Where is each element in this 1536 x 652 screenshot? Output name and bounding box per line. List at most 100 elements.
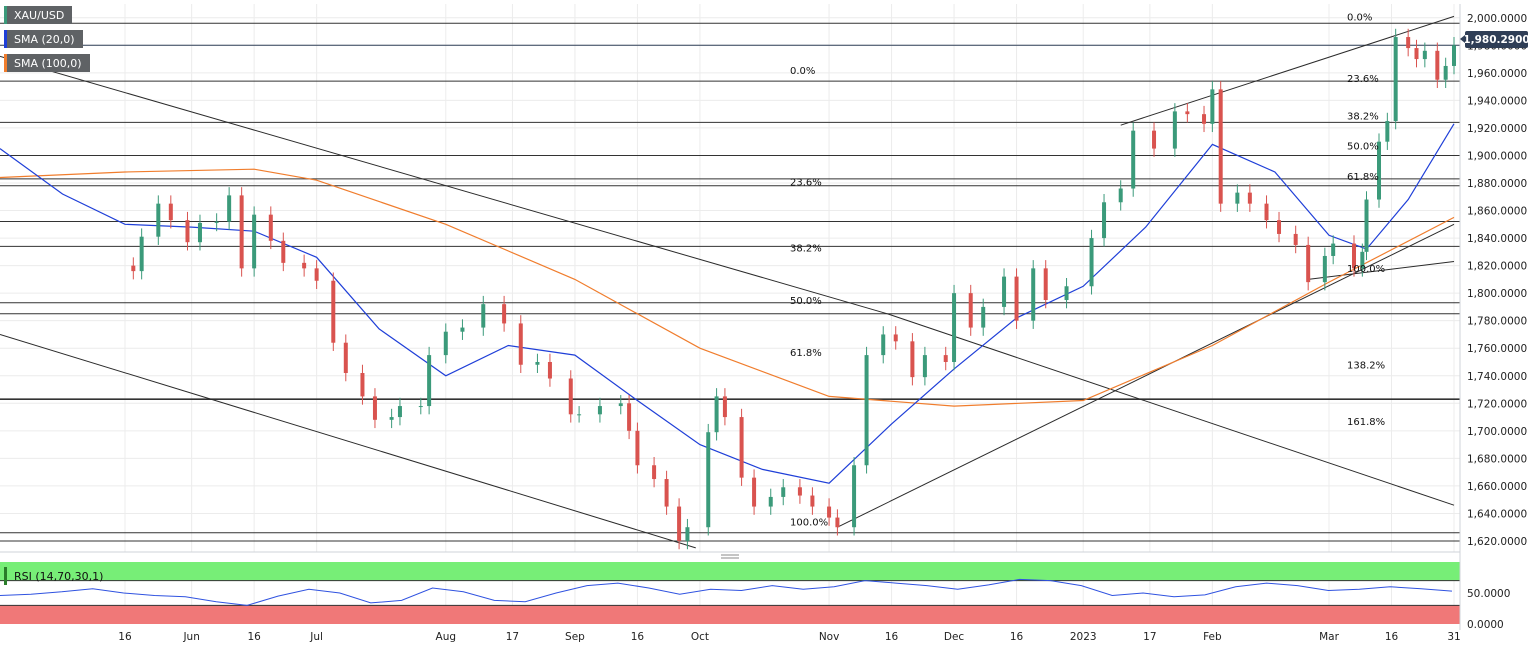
- x-tick-label: Aug: [436, 631, 457, 643]
- fibonacci-labels: 0.0% 23.6% 38.2% 50.0% 61.8% 100.0% 0.0% 23.6% 3…: [790, 12, 1385, 528]
- x-tick-label: Feb: [1203, 631, 1222, 643]
- sma100-line: [0, 168, 1455, 407]
- x-tick-label: 31: [1447, 631, 1460, 643]
- candle-body: [664, 479, 669, 507]
- candle-body: [752, 477, 757, 507]
- x-tick-label: Oct: [691, 631, 709, 643]
- candle-body: [443, 331, 448, 356]
- y-tick-label: 1,960.0000: [1467, 68, 1527, 80]
- candle-body: [768, 496, 773, 507]
- candle-body: [1002, 276, 1007, 307]
- candle-body: [547, 361, 552, 379]
- candle-body: [1152, 130, 1157, 149]
- fib-label: 23.6%: [790, 178, 822, 189]
- fib-label: 0.0%: [790, 66, 815, 77]
- candle-body: [1210, 89, 1215, 124]
- candle-body: [618, 403, 623, 407]
- x-tick-label: 16: [631, 631, 645, 643]
- candle-body: [1306, 244, 1311, 283]
- sma20-label: SMA (20,0): [14, 32, 75, 46]
- candle-body: [1352, 243, 1357, 269]
- candle-body: [314, 268, 319, 281]
- trendline: [0, 55, 888, 315]
- candle-body: [1393, 37, 1398, 122]
- fib-label: 61.8%: [790, 348, 822, 359]
- x-tick-label: 16: [885, 631, 899, 643]
- rsi-legend[interactable]: RSI (14,70,30,1): [4, 567, 109, 585]
- candle-body: [910, 341, 915, 378]
- candle-body: [1406, 37, 1411, 49]
- candle-body: [1031, 268, 1036, 321]
- horizontal-levels: [0, 22, 1460, 542]
- fib-label: 23.6%: [1347, 74, 1379, 85]
- sma20-legend[interactable]: SMA (20,0): [4, 30, 83, 48]
- candle-body: [1118, 188, 1123, 203]
- candle-body: [635, 430, 640, 466]
- rsi-tick-label: 0.0000: [1467, 619, 1504, 631]
- candle-body: [781, 487, 786, 497]
- symbol-legend[interactable]: XAU/USD: [4, 6, 73, 24]
- candle-body: [577, 414, 582, 416]
- sma100-legend[interactable]: SMA (100,0): [4, 54, 90, 72]
- candle-body: [1435, 50, 1440, 80]
- x-tick-label: 16: [1385, 631, 1399, 643]
- candle-body: [1264, 203, 1269, 221]
- sma100-polyline: [0, 168, 1455, 407]
- y-tick-label: 1,700.0000: [1467, 426, 1527, 438]
- fib-label: 161.8%: [1347, 417, 1385, 428]
- candle-body: [1422, 50, 1427, 60]
- trendline: [1120, 15, 1455, 126]
- fib-label: 50.0%: [790, 296, 822, 307]
- candle-body: [981, 306, 986, 328]
- candle-body: [835, 517, 840, 528]
- candle-body: [1293, 233, 1298, 245]
- candle-body: [331, 280, 336, 343]
- rsi-swatch: [4, 567, 7, 585]
- candle-body: [1218, 89, 1223, 204]
- candle-body: [1202, 114, 1207, 124]
- candle-body: [1331, 243, 1336, 256]
- trendline: [837, 223, 1455, 528]
- x-tick-label: 16: [247, 631, 261, 643]
- candle-body: [1364, 199, 1369, 252]
- trendline: [0, 333, 696, 549]
- candle-body: [518, 323, 523, 365]
- candle-body: [214, 221, 219, 223]
- candle-body: [139, 236, 144, 272]
- candle-body: [722, 396, 727, 418]
- y-tick-label: 1,800.0000: [1467, 288, 1527, 300]
- x-tick-label: 16: [1010, 631, 1024, 643]
- candle-body: [1322, 255, 1327, 283]
- y-tick-label: 1,780.0000: [1467, 316, 1527, 328]
- candle-body: [343, 342, 348, 374]
- trendline: [1308, 260, 1455, 280]
- candle-body: [852, 465, 857, 528]
- axes: 2,000.00001,980.00001,960.00001,940.0000…: [118, 4, 1527, 643]
- candle-body: [1235, 192, 1240, 204]
- x-tick-label: Jun: [182, 631, 199, 643]
- x-tick-label: Sep: [565, 631, 585, 643]
- y-tick-label: 1,620.0000: [1467, 536, 1527, 548]
- candle-body: [1277, 220, 1282, 234]
- fib-label: 100.0%: [790, 518, 828, 529]
- candle-body: [568, 378, 573, 415]
- candle-body: [714, 396, 719, 433]
- candles: [131, 28, 1456, 550]
- fib-label: 0.0%: [1347, 12, 1372, 23]
- candle-body: [1443, 65, 1448, 80]
- candle-body: [922, 355, 927, 378]
- candle-body: [268, 214, 273, 241]
- symbol-swatch: [4, 6, 7, 24]
- candle-body: [685, 527, 690, 541]
- x-tick-label: 17: [1143, 631, 1156, 643]
- candle-body: [168, 203, 173, 221]
- candle-body: [677, 506, 682, 541]
- panel-resize-handle[interactable]: [721, 554, 739, 559]
- candle-body: [627, 403, 632, 431]
- y-tick-label: 1,880.0000: [1467, 178, 1527, 190]
- sma20-swatch: [4, 30, 7, 48]
- symbol-label: XAU/USD: [14, 8, 65, 22]
- candle-body: [1089, 238, 1094, 287]
